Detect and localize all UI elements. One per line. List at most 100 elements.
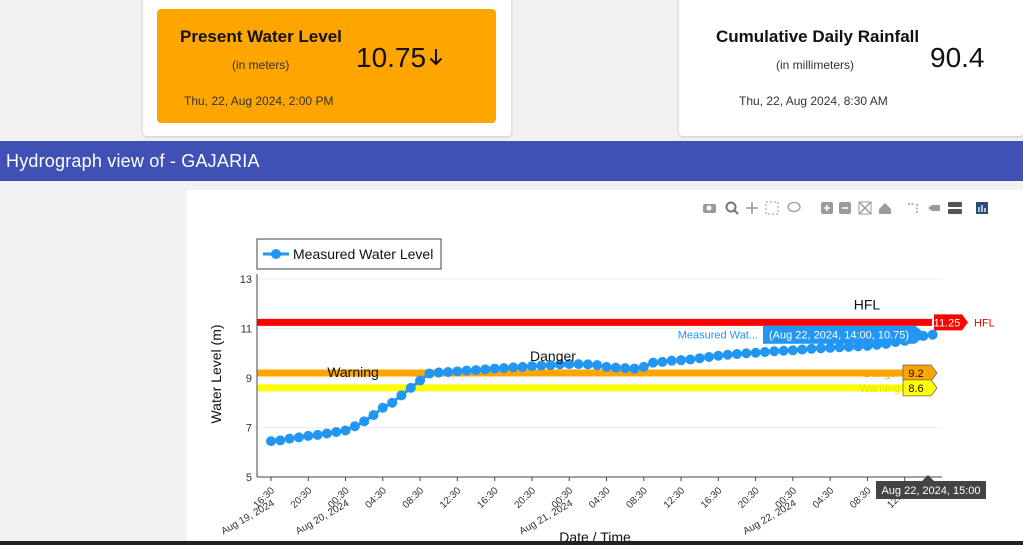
plotly-bars	[978, 205, 986, 212]
data-point[interactable]	[284, 433, 295, 444]
data-point[interactable]	[331, 426, 342, 437]
data-point[interactable]	[638, 361, 649, 372]
hover-tooltip: (Aug 22, 2024, 14:00, 10.75) Measured Wat…	[678, 325, 927, 344]
y-tick-label: 9	[246, 373, 252, 385]
data-point[interactable]	[554, 359, 565, 370]
reset-axes-icon[interactable]	[879, 203, 891, 214]
water-level-title: Present Water Level	[180, 27, 342, 46]
data-point[interactable]	[582, 359, 593, 370]
data-point[interactable]	[293, 432, 304, 443]
data-point[interactable]	[368, 410, 379, 421]
data-point[interactable]	[508, 362, 519, 373]
autoscale-frame	[858, 201, 872, 215]
data-point[interactable]	[265, 436, 276, 447]
hydrograph-chart[interactable]: 5 7 9 11 13 16:30 Aug 19, 2024 20:30 00:30 Aug 20…	[187, 190, 1023, 545]
data-point[interactable]	[498, 363, 509, 374]
data-point[interactable]	[750, 347, 761, 358]
x-tick-label: 08:30	[401, 485, 427, 511]
x-tick-label: 08:30	[848, 485, 874, 511]
data-point[interactable]	[704, 351, 715, 362]
data-point[interactable]	[592, 360, 603, 371]
data-point[interactable]	[489, 363, 500, 374]
data-point[interactable]	[601, 361, 612, 372]
data-point[interactable]	[536, 360, 547, 371]
tooltip-series-label: Measured Wat...	[678, 330, 758, 342]
data-point[interactable]	[321, 428, 332, 439]
data-point[interactable]	[676, 355, 687, 366]
tag-caption: HFL	[974, 317, 995, 329]
data-point[interactable]	[769, 346, 780, 357]
plotly-logo-icon[interactable]	[976, 202, 988, 214]
data-point[interactable]	[666, 355, 677, 366]
tag-value: 8.6	[908, 383, 923, 395]
zoom-in-icon[interactable]	[821, 202, 833, 214]
data-point[interactable]	[722, 349, 733, 360]
data-point[interactable]	[834, 342, 845, 353]
data-point[interactable]	[806, 343, 817, 354]
box-select-icon[interactable]	[765, 201, 779, 215]
data-point[interactable]	[694, 353, 705, 364]
data-point[interactable]	[573, 359, 584, 370]
tag-value: 11.25	[934, 317, 961, 329]
data-point[interactable]	[275, 435, 286, 446]
data-point[interactable]	[685, 354, 696, 365]
data-point[interactable]	[927, 329, 938, 340]
tag-value: 9.2	[908, 368, 923, 380]
data-point[interactable]	[312, 429, 323, 440]
data-point[interactable]	[471, 365, 482, 376]
data-point[interactable]	[526, 361, 537, 372]
data-point[interactable]	[797, 344, 808, 355]
zoom-icon[interactable]	[725, 201, 739, 215]
data-point[interactable]	[843, 341, 854, 352]
data-point[interactable]	[424, 368, 435, 379]
data-point[interactable]	[396, 390, 407, 401]
data-point[interactable]	[377, 402, 388, 413]
threshold-tag-hfl: 11.25 HFL	[934, 314, 995, 331]
data-point[interactable]	[452, 366, 463, 377]
data-point[interactable]	[731, 348, 742, 359]
data-point[interactable]	[610, 362, 621, 373]
camera-icon[interactable]	[703, 204, 716, 213]
hover-tag	[928, 205, 940, 211]
data-point[interactable]	[387, 397, 398, 408]
y-tick-label: 7	[246, 423, 252, 435]
data-point[interactable]	[415, 375, 426, 386]
data-point[interactable]	[713, 350, 724, 361]
spike-lines-icon[interactable]	[908, 203, 918, 214]
data-point[interactable]	[433, 367, 444, 378]
data-point[interactable]	[629, 363, 640, 374]
data-point[interactable]	[657, 356, 668, 367]
data-point[interactable]	[648, 357, 659, 368]
data-point[interactable]	[778, 345, 789, 356]
annotation-hfl: HFL	[854, 296, 881, 312]
data-point[interactable]	[825, 342, 836, 353]
data-point[interactable]	[443, 367, 454, 378]
hover-compare-icon[interactable]	[948, 202, 962, 214]
data-point[interactable]	[517, 361, 528, 372]
data-point[interactable]	[461, 365, 472, 376]
tag-caption: Warning	[859, 383, 900, 395]
hover-closest-icon[interactable]	[928, 205, 940, 211]
chart-legend[interactable]: Measured Water Level	[256, 238, 442, 270]
data-point[interactable]	[741, 348, 752, 359]
data-point[interactable]	[545, 360, 556, 371]
data-point[interactable]	[303, 430, 314, 441]
data-point[interactable]	[564, 359, 575, 370]
x-tick-date: Aug 19, 2024	[219, 498, 276, 537]
zoom-out-icon[interactable]	[839, 202, 851, 214]
bottom-divider	[0, 541, 1023, 545]
data-point[interactable]	[349, 421, 360, 432]
data-point[interactable]	[480, 364, 491, 375]
pan-icon[interactable]	[746, 202, 758, 214]
data-point[interactable]	[359, 416, 370, 427]
data-point[interactable]	[620, 363, 631, 374]
data-point[interactable]	[340, 425, 351, 436]
data-point[interactable]	[853, 341, 864, 352]
lasso-select-icon[interactable]	[787, 201, 801, 213]
data-point[interactable]	[405, 382, 416, 393]
data-point[interactable]	[759, 347, 770, 358]
autoscale-icon[interactable]	[858, 201, 872, 215]
data-point[interactable]	[815, 343, 826, 354]
data-point[interactable]	[787, 345, 798, 356]
